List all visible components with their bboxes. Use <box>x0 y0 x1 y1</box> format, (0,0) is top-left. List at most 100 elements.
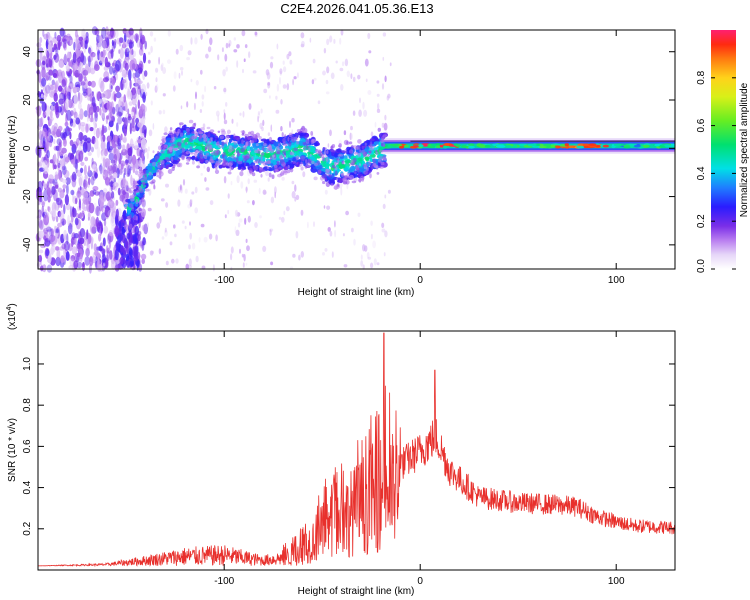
spectrogram-cell <box>237 152 240 158</box>
spectrogram-cell <box>59 146 63 152</box>
spectrogram-cell <box>138 181 142 186</box>
spectrogram-cell <box>381 83 385 90</box>
spectrogram-cell <box>63 30 66 38</box>
spectrogram-cell <box>65 251 70 261</box>
spectrogram-cell <box>242 111 245 118</box>
spectrogram-cell <box>110 163 117 175</box>
spectrogram-cell <box>115 242 120 251</box>
spectrogram-cell <box>189 232 192 240</box>
spectrogram-cell <box>263 139 268 144</box>
spectrogram-cell <box>60 132 65 139</box>
spectrogram-cell <box>62 38 67 49</box>
spectrogram-cell <box>85 123 89 133</box>
spectrogram-cell <box>86 111 89 123</box>
spectrogram-cell <box>161 135 166 140</box>
spectrogram-cell <box>141 241 145 252</box>
spectrogram-cell <box>239 171 244 177</box>
spectrogram-cell <box>265 69 270 76</box>
spectrogram-cell <box>101 112 105 122</box>
spectrogram-cell <box>117 142 122 150</box>
spectrogram-cell <box>312 58 316 64</box>
spectrogram-cell <box>223 87 227 93</box>
x-tick-label: 100 <box>608 576 625 587</box>
spectrogram-cell <box>359 149 362 153</box>
spectrogram-cell <box>146 82 150 89</box>
spectrogram-cell <box>158 110 162 115</box>
spectrogram-cell <box>269 61 274 69</box>
spectrogram-cell <box>108 229 114 237</box>
spectrogram-cell <box>206 166 210 172</box>
spectrogram-cell <box>176 131 179 136</box>
spectrogram-cell <box>53 164 57 170</box>
colorbar-tick-label: 0.8 <box>696 70 707 84</box>
spectrogram-cell <box>282 60 285 65</box>
spectrogram-cell <box>62 184 67 189</box>
spectrogram-cell <box>246 200 250 204</box>
spectrogram-cell <box>171 136 176 142</box>
spectrogram-cell <box>114 181 117 187</box>
spectrogram-cell <box>129 203 133 209</box>
spectrogram-cell <box>576 145 585 149</box>
spectrogram-cell <box>132 246 138 257</box>
spectrogram-cell <box>155 157 158 162</box>
spectrogram-cell <box>344 148 347 154</box>
spectrogram-cell <box>52 36 58 44</box>
spectrogram-cell <box>346 183 349 190</box>
spectrogram-cell <box>227 162 233 167</box>
spectrogram-cell <box>47 116 50 121</box>
spectrogram-cell <box>61 166 66 171</box>
spectrogram-cell <box>223 119 228 125</box>
spectrogram-cell <box>221 145 224 149</box>
spectrogram-cell <box>280 99 283 105</box>
spectrogram-cell <box>211 140 216 145</box>
spectrogram-cell <box>384 114 387 121</box>
spectrogram-cell <box>313 176 318 181</box>
spectrogram-cell <box>137 99 140 109</box>
spectrogram-cell <box>147 146 150 152</box>
spectrogram-cell <box>467 143 475 147</box>
spectrogram-cell <box>654 143 660 147</box>
spectrogram-cell <box>142 176 148 181</box>
spectrogram-cell <box>105 259 109 269</box>
spectrogram-cell <box>74 217 79 226</box>
spectrogram-cell <box>302 129 306 134</box>
spectrogram-cell <box>88 234 92 244</box>
spectrogram-cell <box>367 90 372 95</box>
spectrogram-cell <box>172 85 176 92</box>
spectrogram-cell <box>244 135 248 142</box>
spectrogram-cell <box>89 221 93 227</box>
spectrogram-cell <box>89 117 94 123</box>
spectrogram-cell <box>131 111 135 117</box>
spectrogram-cell <box>53 126 59 138</box>
spectrogram-cell <box>131 87 137 96</box>
spectrogram-cell <box>106 101 113 111</box>
spectrogram-cell <box>73 60 76 73</box>
spectrogram-cell <box>79 237 85 245</box>
spectrogram-cell <box>373 258 377 266</box>
spectrogram-cell <box>123 167 127 176</box>
spectrogram-cell <box>63 229 67 241</box>
spectrogram-cell <box>313 221 315 228</box>
spectrogram-cell <box>222 158 226 164</box>
spectrogram-cell <box>277 143 281 147</box>
spectrogram-cell <box>150 100 153 106</box>
spectrogram-cell <box>83 241 89 246</box>
spectrogram-cell <box>128 41 134 49</box>
spectrogram-cell <box>131 143 135 149</box>
spectrogram-cell <box>305 158 308 164</box>
spectrogram-cell <box>326 205 331 210</box>
spectrogram-cell <box>126 91 133 100</box>
spectrogram-cell <box>111 62 115 67</box>
spectrogram-cell <box>172 164 176 168</box>
spectrogram-cell <box>318 150 322 154</box>
spectrogram-cell <box>108 152 115 161</box>
y-tick-label: 0.8 <box>22 398 33 412</box>
spectrogram-cell <box>84 76 87 82</box>
spectrogram-cell <box>349 132 353 141</box>
spectrogram-cell <box>134 170 139 176</box>
spectrogram-cell <box>267 81 271 86</box>
spectrogram-cell <box>273 141 277 146</box>
spectrogram-cell <box>241 139 244 145</box>
spectrogram-cell <box>248 149 251 153</box>
spectrogram-cell <box>78 198 81 209</box>
